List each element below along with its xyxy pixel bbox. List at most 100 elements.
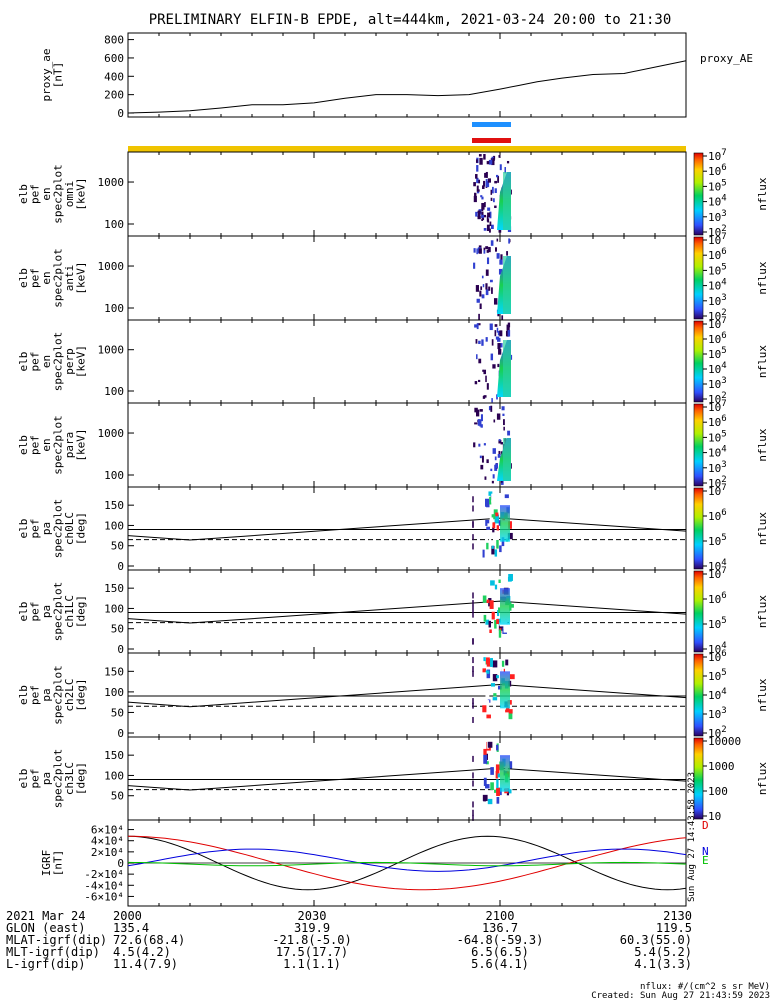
pa-pixel (483, 614, 487, 622)
spectrogram-pixel (475, 285, 480, 292)
spectrogram-pixel (481, 455, 484, 463)
y-tick-label: 50 (111, 706, 124, 719)
pa-pixel (483, 657, 486, 662)
pa-pixel (507, 576, 512, 582)
spectrogram-pixel (489, 279, 493, 283)
y-axis-label: para (63, 432, 76, 459)
spectrogram-pixel (480, 464, 484, 470)
panel-frame (127, 402, 687, 488)
spectrogram-pixel (494, 188, 497, 193)
spectrogram-pixel (483, 247, 486, 251)
footer-value: 119.5 (656, 921, 692, 935)
pa-pixel (496, 796, 500, 804)
spectrogram-pixel (492, 158, 495, 161)
spectrogram-pixel (474, 192, 477, 198)
pa-blob (500, 755, 510, 792)
pa-pixel (489, 629, 492, 633)
pa-pixel (497, 665, 502, 670)
pa-pixel (509, 603, 514, 608)
pa-pixel (509, 761, 513, 769)
anti-loss-cone-line (127, 767, 687, 791)
colorbar-tick-label: 106 (708, 414, 727, 429)
pa-pixel (487, 798, 493, 805)
pa-pixel (494, 514, 500, 524)
spectrogram-pixel (493, 198, 495, 203)
y-axis-label: pef (29, 685, 42, 705)
spectrogram-pixel (473, 195, 477, 203)
colorbar (693, 320, 704, 403)
y-axis-label: pa (40, 605, 53, 618)
spectrogram-pixel (498, 450, 501, 455)
spectrogram-pixel (500, 254, 503, 260)
pa-pixel (488, 538, 492, 544)
pa-pixel (507, 532, 513, 540)
spectrogram-pixel (475, 339, 478, 344)
spectrogram-pixel (477, 323, 481, 326)
spectrogram-pixel (476, 248, 478, 255)
pa-pixel (498, 607, 501, 613)
side-stamp: Sun Aug 27 14:43:58 2023 (687, 772, 697, 902)
colorbar-tick-label: 107 (708, 399, 727, 414)
pa-pixel (489, 496, 492, 505)
pa-pixel (504, 752, 507, 757)
y-axis-label: [deg] (75, 678, 88, 711)
spectrogram-pixel (476, 354, 478, 360)
pa-pixel (490, 782, 494, 791)
pa-pixel (492, 674, 498, 682)
y-tick-label: 1000 (98, 260, 125, 273)
spectrogram-pixel (496, 394, 498, 400)
pa-pixel (495, 512, 499, 517)
plot-title: PRELIMINARY ELFIN-B EPDE, alt=444km, 202… (149, 12, 672, 28)
spectrogram-pixel (497, 337, 501, 342)
pa-pixel (494, 620, 497, 629)
spectrogram-pixel (496, 238, 499, 242)
spectrogram-pixel (490, 240, 494, 246)
y-tick-label: 600 (104, 52, 124, 65)
pa-pixel (492, 697, 498, 701)
spectrogram-pixel (476, 191, 480, 194)
pa-pixel (482, 549, 485, 558)
spectrogram-pixel (507, 430, 511, 436)
spectrogram-pixel (489, 211, 492, 219)
y-axis-label: en (40, 187, 53, 200)
spectrogram-pixel (487, 178, 491, 183)
spectrogram-pixel (502, 413, 505, 416)
panel-frame (127, 151, 687, 237)
y-tick-label: 1000 (98, 427, 125, 440)
spectrogram-pixel (474, 422, 478, 425)
y-tick-label: 400 (104, 70, 124, 83)
spectrogram-pixel (482, 369, 485, 372)
y-tick-label: 1000 (98, 344, 125, 357)
spectrogram-pixel (494, 205, 497, 209)
pa-pixel (503, 625, 509, 633)
status-bar-yellow (128, 146, 686, 152)
spectrogram-pixel (482, 185, 485, 190)
y-axis-label: en (40, 355, 53, 368)
spectrogram-pixel (476, 177, 479, 184)
spectrogram-pixel (498, 348, 502, 355)
footer-row-label: MLAT-igrf(dip) (6, 933, 107, 947)
spectrogram-pixel (479, 303, 482, 310)
colorbar (693, 152, 704, 236)
y-axis-label: en (40, 271, 53, 284)
colorbar-tick-label: 10000 (708, 735, 741, 748)
spectrogram-pixel (478, 154, 482, 157)
spectrogram-pixel (494, 180, 498, 184)
pa-pixel (501, 660, 505, 667)
y-axis-label: elb (17, 685, 30, 705)
spectrogram-pixel (479, 157, 483, 165)
y-tick-label: 800 (104, 34, 124, 47)
y-axis-label: [keV] (75, 428, 88, 461)
pa-pixel (490, 580, 495, 586)
y-axis-label: spec2plot (52, 582, 65, 642)
pa-pixel (486, 599, 490, 604)
spectrogram-pixel (486, 161, 490, 165)
spectrogram-pixel (484, 172, 487, 178)
y-tick-label: 0 (117, 560, 124, 573)
panel-frame (127, 652, 687, 738)
pa-pixel (489, 507, 493, 516)
y-axis-label: [nT] (52, 850, 65, 877)
pa-pixel (496, 779, 499, 789)
spectrogram-pixel (496, 327, 499, 333)
colorbar-tick-label: 106 (708, 247, 727, 262)
